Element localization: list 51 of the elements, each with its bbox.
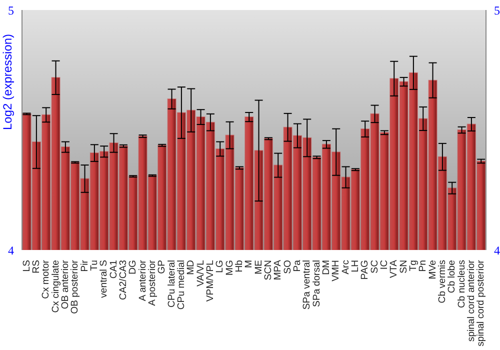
x-tick-label: Pn bbox=[418, 260, 429, 272]
x-tick-label: DG bbox=[128, 260, 139, 274]
x-tick-label: MG bbox=[224, 260, 236, 276]
y2-tick-label: 4 bbox=[494, 243, 500, 258]
x-tick-label: IC bbox=[379, 260, 390, 270]
x-tick-label: OB posterior bbox=[70, 259, 81, 314]
x-tick-label: VTA bbox=[388, 259, 400, 278]
x-tick-label: ME bbox=[253, 260, 264, 274]
x-tick-label: GP bbox=[156, 260, 168, 274]
x-tick-label: Tu bbox=[89, 260, 100, 271]
x-tick-label: A posterior bbox=[147, 259, 158, 306]
x-tick-label: SPa ventral bbox=[302, 260, 313, 310]
x-tick-label: VPM/VPL bbox=[205, 259, 216, 302]
y2-tick-label: 5 bbox=[494, 3, 500, 18]
x-tick-label: Cx cingulate bbox=[50, 260, 62, 313]
x-tick-label: CA2/CA3 bbox=[118, 260, 129, 300]
x-tick-label: DM bbox=[321, 260, 332, 275]
x-tick-label: Cb nucleus bbox=[456, 260, 468, 308]
y-axis-title: Log2 (expression) bbox=[0, 34, 14, 130]
x-tick-label: spinal cord anterior bbox=[466, 259, 477, 342]
x-tick-label: SN bbox=[398, 260, 410, 274]
x-tick-label: spinal cord posterior bbox=[476, 259, 487, 346]
x-tick-label: SPa dorsal bbox=[311, 260, 322, 307]
x-tick-label: LH bbox=[350, 260, 361, 272]
x-tick-label: Cb lobe bbox=[446, 260, 458, 294]
x-tick-label: Cb vermis bbox=[437, 260, 448, 304]
x-tick-label: Hb bbox=[234, 260, 245, 272]
x-tick-label: OB anterior bbox=[60, 259, 71, 310]
x-tick-label: MPA bbox=[272, 259, 284, 280]
x-tick-label: Pa bbox=[292, 259, 303, 272]
x-tick-label: Pir bbox=[79, 259, 90, 272]
x-tick-label: CPu lateral bbox=[166, 260, 178, 308]
x-tick-label: RS bbox=[31, 260, 42, 274]
x-tick-label: SCN bbox=[263, 260, 274, 280]
x-tick-label: VMH bbox=[330, 260, 342, 282]
x-tick-label: LS bbox=[21, 260, 32, 272]
x-tick-label: M bbox=[244, 260, 255, 268]
x-tick-label: A anterior bbox=[137, 259, 148, 302]
x-tick-label: MD bbox=[186, 260, 197, 275]
x-tick-label: Tg bbox=[408, 260, 419, 272]
x-tick-label: Arc bbox=[340, 260, 352, 274]
x-tick-label: MVe bbox=[427, 260, 438, 280]
x-tick-label: VA/VL bbox=[195, 259, 206, 286]
x-tick-label: CA1 bbox=[108, 260, 120, 279]
x-tick-label: Cx motor bbox=[40, 259, 52, 299]
x-tick-label: LG bbox=[214, 260, 226, 273]
x-tick-label: PAG bbox=[360, 260, 371, 280]
x-tick-label: SO bbox=[282, 260, 294, 274]
x-tick-label: CPu medial bbox=[176, 260, 187, 310]
x-tick-label: ventral S bbox=[98, 260, 110, 298]
x-tick-label: SC bbox=[369, 260, 380, 274]
